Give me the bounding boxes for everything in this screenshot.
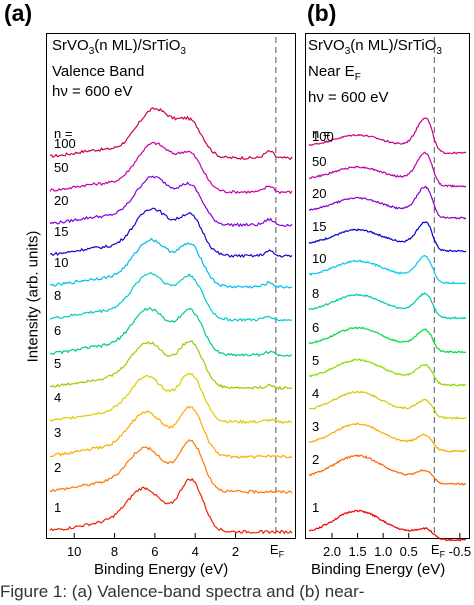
panel-a-n-header: n = xyxy=(54,126,73,141)
panel-b-frame xyxy=(305,33,470,539)
panel-b-tick-label: 0.5 xyxy=(399,544,418,559)
panel-a-series-label: 5 xyxy=(54,356,62,371)
panel-b-series-label: 2 xyxy=(312,452,320,467)
panel-b-series-label: 3 xyxy=(312,419,320,434)
panel-b-tick-label: 1.0 xyxy=(374,544,393,559)
panel-a-series-n100 xyxy=(49,107,293,161)
panel-a-series-label: 20 xyxy=(54,193,69,208)
panel-b-series-n5 xyxy=(308,358,467,387)
panel-a-series-label: 3 xyxy=(54,425,62,440)
panel-b-series-n20 xyxy=(308,185,467,220)
panel-a-tick-label: 4 xyxy=(191,544,199,559)
panel-b-energy: hν = 600 eV xyxy=(308,89,389,106)
panel-a-frame xyxy=(46,33,296,539)
panel-a-tick-label: 2 xyxy=(231,544,240,559)
panel-b-series-label: 50 xyxy=(312,154,327,169)
panel-a-series-label: 8 xyxy=(54,288,62,303)
panel-a-label: (a) xyxy=(4,0,33,26)
panel-a-series-n10 xyxy=(49,237,293,289)
panel-a-series-n50 xyxy=(49,141,293,195)
panel-b-label: (b) xyxy=(307,0,337,26)
panel-a-fermi-tick: EF xyxy=(269,542,285,560)
panel-b-series-label: 10 xyxy=(312,251,327,266)
panel-b-series-label: 1 xyxy=(312,500,320,515)
panel-b-sample: SrVO3(n ML)/SrTiO3 xyxy=(308,37,442,57)
figure-caption: Figure 1: (a) Valence-band spectra and (… xyxy=(0,582,365,601)
panel-b-series-n4 xyxy=(308,390,467,420)
panel-b-tick-label: -0.5 xyxy=(448,544,472,559)
panel-a-series-label: 10 xyxy=(54,255,69,270)
panel-a-series-label: 15 xyxy=(54,224,69,239)
panel-b-mode: Near EF xyxy=(308,63,361,83)
panel-a-series-n3 xyxy=(49,405,293,460)
panel-b-series-n6 xyxy=(308,326,467,354)
panel-b-series-label: 5 xyxy=(312,353,320,368)
panel-a-mode: Valence Band xyxy=(52,63,145,80)
panel-a-series-label: 4 xyxy=(54,390,62,405)
panel-b-series-n50 xyxy=(308,151,467,188)
panel-a-series-n2 xyxy=(49,438,293,495)
panel-a-tick-label: 10 xyxy=(66,544,82,559)
panel-a-series-label: 100 xyxy=(54,136,76,151)
panel-b-series-label: 15 xyxy=(312,219,327,234)
panel-a-energy: hν = 600 eV xyxy=(52,83,133,100)
panel-b-tick-label: 2.0 xyxy=(322,544,342,559)
panel-a-tick-label: 6 xyxy=(151,544,159,559)
panel-a-series-n1 xyxy=(49,477,293,535)
panel-b-info: SrVO3(n ML)/SrTiO3 Near EF hν = 600 eV xyxy=(308,36,442,108)
panel-b-series-label: 6 xyxy=(312,320,320,335)
panel-a-series-n15 xyxy=(49,207,293,259)
panel-a-series-n8 xyxy=(49,272,293,322)
panel-a-tick-label: 8 xyxy=(110,544,119,559)
panel-a-series-label: 6 xyxy=(54,323,62,338)
panel-b-series-label: 20 xyxy=(312,186,327,201)
panel-a-sample: SrVO3(n ML)/SrTiO3 xyxy=(52,37,186,57)
panel-a-series-label: 1 xyxy=(54,500,62,515)
panel-b-series-n3 xyxy=(308,422,467,453)
panel-b-series-n2 xyxy=(308,454,467,486)
panel-b-series-label: 4 xyxy=(312,386,320,401)
panel-b-series-n100 xyxy=(308,117,467,155)
panel-a-series-n20 xyxy=(49,175,293,228)
panel-b-series-n15 xyxy=(308,221,467,253)
panel-b-series-label: 8 xyxy=(312,286,320,301)
panel-b-n-header: n = xyxy=(312,126,331,141)
panel-a-series-label: 2 xyxy=(54,460,62,475)
panel-a-x-axis-label: Binding Energy (eV) xyxy=(94,561,229,578)
panel-b-series-n10 xyxy=(308,254,467,285)
panel-b-series-n1 xyxy=(308,509,467,542)
panel-a-info: SrVO3(n ML)/SrTiO3 Valence Band hν = 600… xyxy=(52,36,186,102)
panel-b-x-axis-label: Binding Energy (eV) xyxy=(311,561,446,578)
panel-b-fermi-tick: EF xyxy=(430,542,446,560)
panel-a-series-n4 xyxy=(49,372,293,425)
panel-b-series-n8 xyxy=(308,292,467,320)
panel-b-tick-label: 1.5 xyxy=(348,544,367,559)
panel-a-series-n5 xyxy=(49,340,293,391)
panel-a-series-label: 50 xyxy=(54,160,69,175)
panel-b-series-label: 100 xyxy=(312,129,334,144)
panel-a-series-n6 xyxy=(49,307,293,358)
